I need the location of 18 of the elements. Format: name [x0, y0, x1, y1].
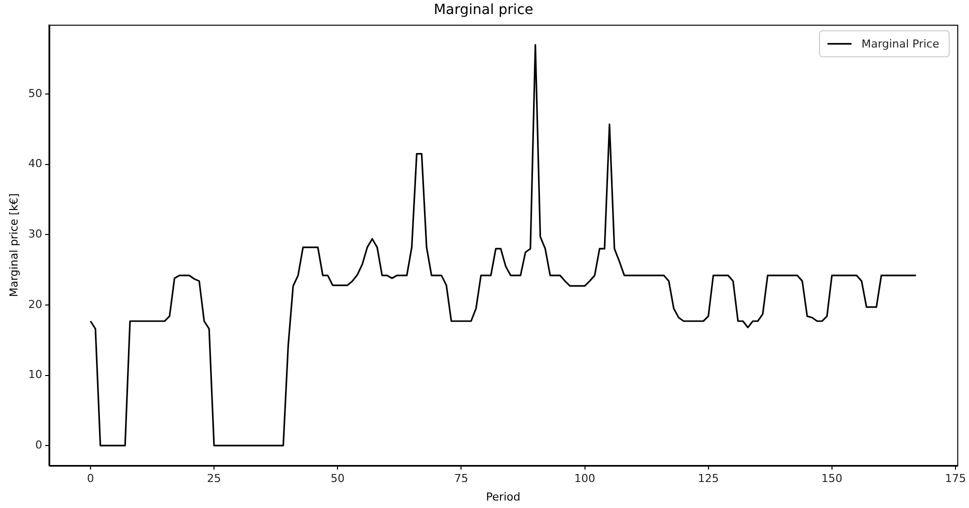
x-tick-label: 150 — [821, 472, 842, 486]
x-tick-label: 75 — [454, 472, 468, 486]
x-axis-title: Period — [486, 490, 520, 504]
legend-label: Marginal Price — [862, 38, 940, 51]
y-tick-label: 40 — [28, 157, 42, 170]
y-tick-label: 0 — [35, 438, 42, 452]
y-tick-label: 10 — [28, 368, 42, 382]
y-tick-label: 50 — [28, 86, 42, 100]
x-tick-label: 100 — [574, 472, 596, 486]
chart-title: Marginal price — [434, 2, 534, 18]
y-tick-label: 20 — [28, 298, 42, 311]
y-axis-title: Marginal price [k€] — [7, 193, 20, 298]
x-tick-label: 125 — [698, 472, 719, 486]
x-tick-label: 0 — [86, 472, 94, 486]
x-tick-label: 175 — [944, 472, 966, 486]
x-tick-label: 50 — [330, 472, 345, 486]
x-tick-label: 25 — [207, 472, 222, 486]
y-tick-label: 30 — [28, 228, 42, 241]
